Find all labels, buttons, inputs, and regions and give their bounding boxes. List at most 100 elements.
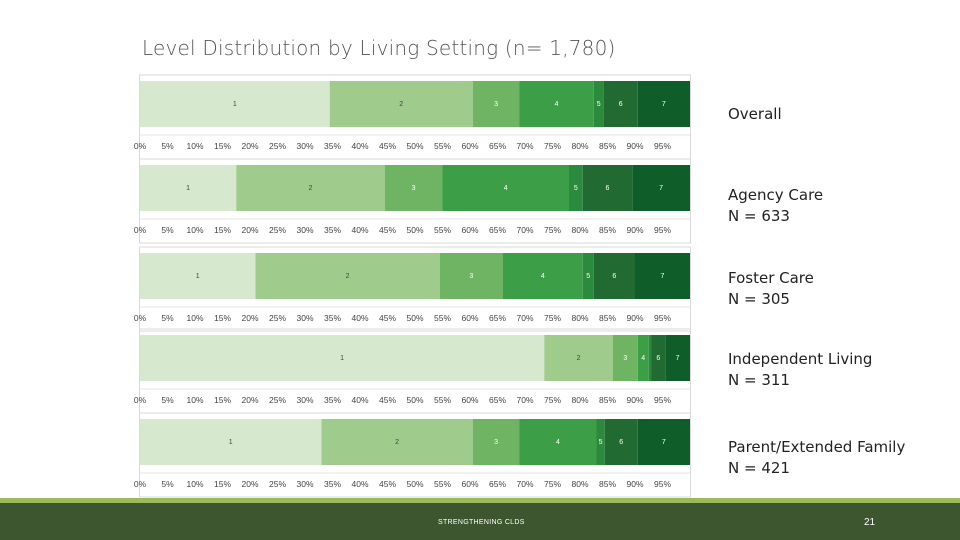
- tick-label: 30%: [296, 225, 313, 235]
- tick-label: 5%: [161, 479, 174, 489]
- tick-label: 90%: [626, 141, 643, 151]
- chart-label-foster-care: Foster Care N = 305: [728, 268, 814, 310]
- tick-label: 65%: [489, 395, 506, 405]
- tick-label: 25%: [269, 225, 286, 235]
- tick-label: 70%: [516, 395, 533, 405]
- tick-label: 30%: [296, 141, 313, 151]
- tick-label: 30%: [296, 395, 313, 405]
- tick-label: 55%: [434, 395, 451, 405]
- tick-label: 10%: [186, 225, 203, 235]
- bar-segment: [569, 165, 583, 211]
- segment-label: 2: [346, 273, 350, 280]
- chart-label-independent-living: Independent Living N = 311: [728, 349, 872, 391]
- tick-label: 95%: [654, 479, 671, 489]
- tick-label: 75%: [544, 313, 561, 323]
- bar-segment: [613, 335, 638, 381]
- tick-label: 60%: [461, 141, 478, 151]
- bar-segment: [140, 253, 256, 299]
- plot-frame: [139, 412, 691, 498]
- tick-label: 20%: [241, 225, 258, 235]
- tick-label: 10%: [186, 141, 203, 151]
- bar-segment: [637, 335, 649, 381]
- tick-label: 75%: [544, 479, 561, 489]
- segment-label: 6: [619, 439, 623, 446]
- tick-label: 50%: [406, 479, 423, 489]
- tick-label: 30%: [296, 313, 313, 323]
- chart-label-agency-care: Agency Care N = 633: [728, 185, 823, 227]
- chart-label-n: N = 311: [728, 371, 790, 389]
- tick-label: 40%: [351, 395, 368, 405]
- bar-segment: [236, 165, 385, 211]
- tick-label: 65%: [489, 313, 506, 323]
- segment-label: 4: [556, 439, 560, 446]
- segment-label: 6: [656, 355, 660, 362]
- tick-label: 20%: [241, 313, 258, 323]
- tick-label: 75%: [544, 225, 561, 235]
- bar-segment: [582, 253, 594, 299]
- bar-segment: [604, 419, 638, 465]
- tick-label: 40%: [351, 225, 368, 235]
- tick-label: 90%: [626, 395, 643, 405]
- tick-label: 80%: [571, 395, 588, 405]
- bar-segment: [635, 253, 690, 299]
- tick-label: 90%: [626, 479, 643, 489]
- tick-label: 35%: [324, 395, 341, 405]
- segment-label: 3: [623, 355, 627, 362]
- bar-segment: [503, 253, 583, 299]
- tick-label: 5%: [161, 141, 174, 151]
- plot-frame: [139, 158, 691, 244]
- bar-segment: [582, 165, 633, 211]
- bar-segment: [603, 81, 638, 127]
- tick-label: 45%: [379, 313, 396, 323]
- chart-label-n: N = 633: [728, 207, 790, 225]
- bar-segment: [593, 81, 604, 127]
- tick-label: 0%: [134, 313, 147, 323]
- footer-bar: [0, 503, 960, 540]
- segment-label: 1: [186, 185, 190, 192]
- segment-label: 2: [577, 355, 581, 362]
- segment-label: 5: [597, 101, 601, 108]
- tick-label: 85%: [599, 313, 616, 323]
- bar-segment: [637, 81, 690, 127]
- bar-segment: [140, 81, 330, 127]
- segment-label: 4: [541, 273, 545, 280]
- chart-label-line: Agency Care: [728, 186, 824, 204]
- tick-label: 65%: [489, 225, 506, 235]
- tick-label: 0%: [134, 479, 147, 489]
- tick-label: 15%: [214, 313, 231, 323]
- tick-label: 35%: [324, 479, 341, 489]
- segment-label: 7: [661, 273, 665, 280]
- tick-label: 55%: [434, 141, 451, 151]
- bar-segment: [593, 253, 635, 299]
- chart-label-line: Foster Care: [728, 269, 814, 287]
- tick-label: 75%: [544, 395, 561, 405]
- bar-segment: [384, 165, 443, 211]
- segment-label: 1: [229, 439, 233, 446]
- segment-label: 2: [399, 101, 403, 108]
- chart-label-n: N = 421: [728, 459, 790, 477]
- tick-label: 70%: [516, 225, 533, 235]
- tick-label: 20%: [241, 395, 258, 405]
- tick-label: 0%: [134, 141, 147, 151]
- bar-segment: [632, 165, 690, 211]
- tick-label: 60%: [461, 395, 478, 405]
- tick-label: 50%: [406, 395, 423, 405]
- tick-label: 0%: [134, 395, 147, 405]
- tick-label: 55%: [434, 479, 451, 489]
- segment-label: 1: [233, 101, 237, 108]
- tick-label: 5%: [161, 313, 174, 323]
- tick-label: 75%: [544, 141, 561, 151]
- bar-segment: [321, 419, 473, 465]
- tick-label: 50%: [406, 141, 423, 151]
- bar-segment: [648, 335, 652, 381]
- tick-label: 40%: [351, 479, 368, 489]
- segment-label: 2: [309, 185, 313, 192]
- segment-label: 5: [574, 185, 578, 192]
- tick-label: 85%: [599, 225, 616, 235]
- chart-label-n: N = 305: [728, 290, 790, 308]
- tick-label: 55%: [434, 225, 451, 235]
- tick-label: 15%: [214, 225, 231, 235]
- bar-segment: [140, 419, 322, 465]
- tick-label: 0%: [134, 225, 147, 235]
